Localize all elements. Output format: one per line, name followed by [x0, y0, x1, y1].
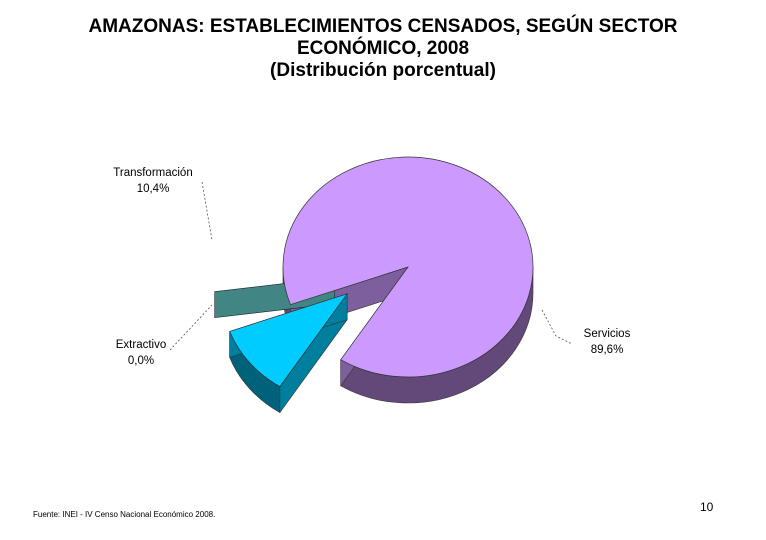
chart-title-line-3: (Distribución porcentual)	[270, 60, 496, 81]
label-transformacion-name: Transformación	[113, 167, 193, 179]
label-extractivo: Extractivo 0,0%	[106, 337, 176, 369]
label-transformacion: Transformación 10,4%	[95, 165, 211, 197]
label-servicios-value: 89,6%	[590, 344, 624, 356]
label-extractivo-value: 0,0%	[127, 355, 155, 367]
slice-1	[282, 156, 534, 378]
page-number: 10	[700, 500, 714, 514]
leader-servicios	[541, 309, 573, 345]
label-servicios: Servicios 89,6%	[572, 326, 642, 358]
leader-extractivo	[169, 304, 213, 351]
source-note: Fuente: INEI - IV Censo Nacional Económi…	[33, 510, 216, 519]
chart-title-line-1: AMAZONAS: ESTABLECIMIENTOS CENSADOS, SEG…	[88, 16, 678, 37]
label-transformacion-value: 10,4%	[136, 183, 170, 195]
chart-title: AMAZONAS: ESTABLECIMIENTOS CENSADOS, SEG…	[0, 16, 766, 82]
label-servicios-name: Servicios	[583, 328, 631, 340]
slice-2	[229, 293, 349, 388]
chart-title-line-2: ECONÓMICO, 2008	[296, 38, 470, 59]
leader-transformacion	[201, 181, 213, 241]
label-extractivo-name: Extractivo	[115, 339, 167, 351]
